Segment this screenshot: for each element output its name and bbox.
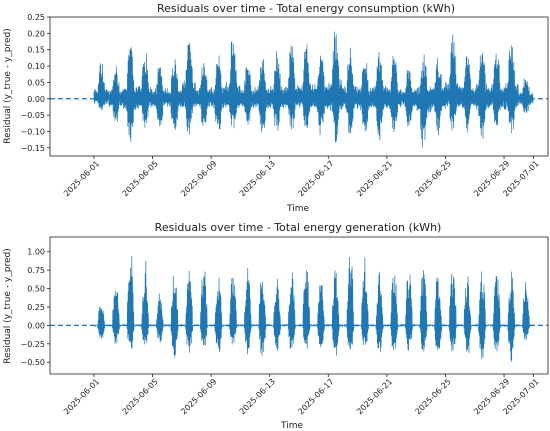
y-tick-label: 0.25 [27,13,45,22]
y-axis-label: Residual (y_true - y_pred) [3,248,13,363]
chart-title: Residuals over time - Total energy gener… [155,221,442,234]
y-tick-label: 0.00 [27,95,45,104]
x-tick-label: 2025-06-17 [296,159,335,198]
x-tick-label: 2025-06-09 [179,159,218,198]
x-axis-ticks: 2025-06-01 2025-06-05 2025-06-09 2025-06-13… [62,374,541,416]
y-tick-label: 0.10 [27,62,45,71]
chart-title: Residuals over time - Total energy consu… [157,2,455,15]
y-tick-label: 0.50 [27,285,45,294]
x-axis-label: Time [286,204,309,214]
y-tick-label: 0.20 [27,29,45,38]
chart-generation: Residuals over time - Total energy gener… [3,221,549,431]
x-tick-label: 2025-06-01 [62,377,101,416]
chart-consumption: Residuals over time - Total energy consu… [3,2,549,214]
residual-series-line [93,256,534,362]
x-tick-label: 2025-06-13 [238,159,277,198]
plot-frame [49,16,549,157]
x-tick-label: 2025-06-13 [238,377,277,416]
x-tick-label: 2025-06-25 [414,377,453,416]
x-tick-label: 2025-06-05 [121,377,160,416]
y-tick-label: −0.10 [20,127,45,136]
plot-frame [49,236,549,375]
y-tick-label: −0.05 [20,111,45,120]
x-tick-label: 2025-06-05 [121,159,160,198]
y-tick-label: −0.25 [20,340,45,349]
y-tick-label: 0.75 [27,266,45,275]
x-tick-label: 2025-06-01 [62,159,101,198]
y-axis-label: Residual (y_true - y_pred) [3,28,13,143]
y-tick-label: −0.50 [20,358,45,367]
plot-area [50,31,548,148]
y-axis-ticks: 1.00 0.75 0.50 0.25 0.00 −0.25 −0.50 [20,248,50,367]
y-axis-ticks: 0.25 0.20 0.15 0.10 0.05 0.00 −0.05 −0.10 −0.15 [20,13,50,153]
x-axis-label: Time [280,421,303,431]
x-tick-label: 2025-06-21 [355,159,394,198]
x-tick-label: 2025-06-17 [296,377,335,416]
x-tick-label: 2025-06-25 [414,159,453,198]
x-tick-label: 2025-06-21 [355,377,394,416]
residual-series-line [93,31,534,148]
y-tick-label: 0.05 [27,78,45,87]
x-tick-label: 2025-06-09 [179,377,218,416]
y-tick-label: 0.25 [27,303,45,312]
y-tick-label: 0.00 [27,321,45,330]
y-tick-label: 1.00 [27,248,45,257]
y-tick-label: −0.15 [20,144,45,153]
x-axis-ticks: 2025-06-01 2025-06-05 2025-06-09 2025-06-13… [62,156,541,198]
plot-area [50,256,548,362]
y-tick-label: 0.15 [27,46,45,55]
